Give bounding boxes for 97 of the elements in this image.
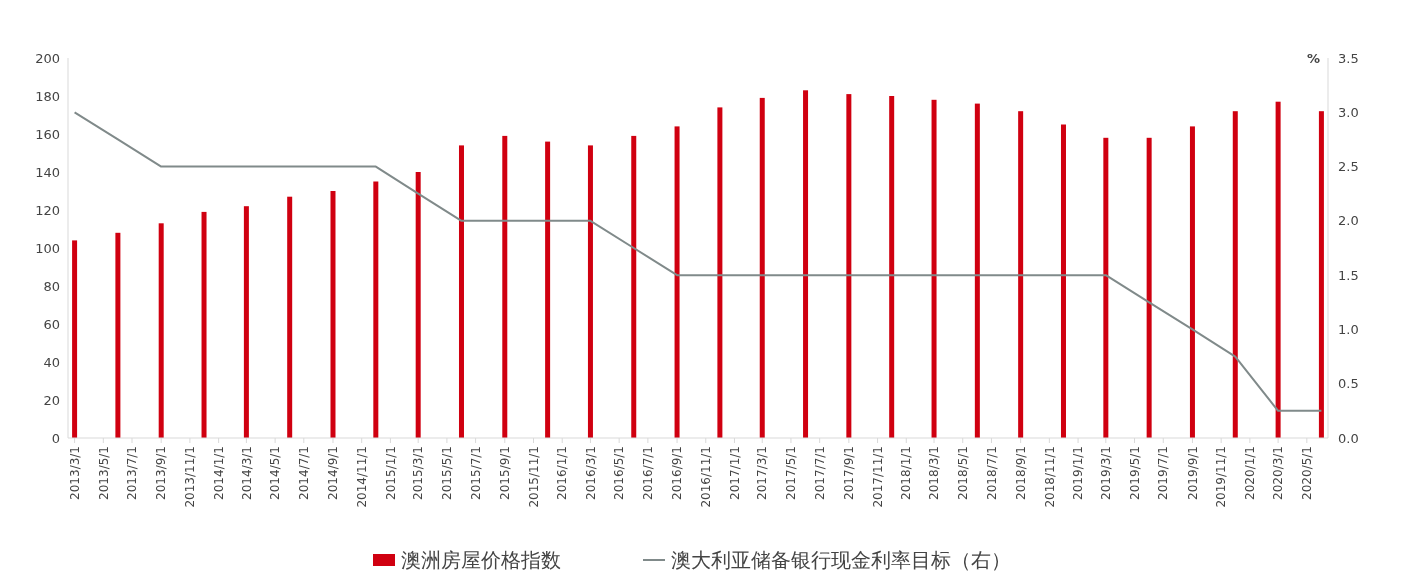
bar <box>287 196 293 438</box>
x-tick-label: 2016/3/1 <box>583 446 598 500</box>
y-tick-label: 20 <box>43 392 60 408</box>
x-tick-label: 2015/9/1 <box>497 446 512 500</box>
bar <box>717 107 723 438</box>
bar <box>373 181 379 438</box>
x-tick-label: 2018/3/1 <box>927 446 942 500</box>
bar <box>1103 137 1109 438</box>
x-tick-label: 2018/1/1 <box>899 446 914 500</box>
x-tick-label: 2014/3/1 <box>239 446 254 500</box>
y2-tick-label: 0.0 <box>1338 430 1359 446</box>
y-tick-label: 140 <box>35 164 60 180</box>
bar <box>931 99 937 438</box>
bar <box>1189 126 1195 438</box>
bar <box>330 191 336 438</box>
bar <box>545 141 551 438</box>
x-tick-label: 2015/5/1 <box>440 446 455 500</box>
y-tick-label: 160 <box>35 126 60 142</box>
x-tick-label: 2019/1/1 <box>1071 446 1086 500</box>
x-tick-label: 2019/11/1 <box>1214 446 1229 508</box>
x-tick-label: 2015/3/1 <box>411 446 426 500</box>
x-tick-label: 2013/9/1 <box>154 446 169 500</box>
x-tick-label: 2013/5/1 <box>96 446 111 500</box>
x-tick-label: 2014/1/1 <box>211 446 226 500</box>
line-series <box>73 111 1323 412</box>
bar <box>415 172 421 438</box>
bar <box>502 135 508 438</box>
x-tick-label: 2016/7/1 <box>641 446 656 500</box>
bar <box>1146 137 1152 438</box>
x-tick-label: 2013/7/1 <box>125 446 140 500</box>
x-tick-label: 2014/9/1 <box>326 446 341 500</box>
bar <box>674 126 680 438</box>
x-tick-label: 2017/1/1 <box>727 446 742 500</box>
x-tick-label: 2013/3/1 <box>67 446 82 500</box>
bar <box>974 103 980 438</box>
bar <box>631 135 637 438</box>
x-tick-label: 2013/11/1 <box>183 446 198 508</box>
x-tick-label: 2020/1/1 <box>1243 446 1258 500</box>
bar <box>1232 111 1238 438</box>
x-tick-label: 2015/11/1 <box>526 446 541 508</box>
x-tick-label: 2020/3/1 <box>1271 446 1286 500</box>
x-tick-label: 2017/7/1 <box>812 446 827 500</box>
y2-tick-label: 0.5 <box>1338 376 1359 392</box>
y-tick-label: 100 <box>35 240 60 256</box>
x-tick-label: 2017/3/1 <box>755 446 770 500</box>
y-tick-label: 60 <box>43 316 60 332</box>
bar <box>889 96 895 438</box>
x-tick-label: 2019/9/1 <box>1185 446 1200 500</box>
bar <box>1275 101 1281 438</box>
x-tick-label: 2019/3/1 <box>1099 446 1114 500</box>
x-tick-label: 2014/11/1 <box>354 446 369 508</box>
x-tick-label: 2014/5/1 <box>268 446 283 500</box>
x-tick-label: 2017/9/1 <box>842 446 857 500</box>
y2-tick-label: 3.5 <box>1338 50 1359 66</box>
x-tick-label: 2015/1/1 <box>383 446 398 500</box>
y2-tick-label: 2.0 <box>1338 213 1359 229</box>
x-tick-label: 2016/5/1 <box>612 446 627 500</box>
bar <box>1060 124 1066 438</box>
legend-label: 澳大利亚储备银行现金利率目标（右） <box>671 548 1011 572</box>
y2-tick-label: 2.5 <box>1338 159 1359 175</box>
x-tick-label: 2017/11/1 <box>870 446 885 508</box>
x-tick-label: 2015/7/1 <box>468 446 483 500</box>
y-tick-label: 80 <box>43 278 60 294</box>
x-tick-label: 2016/1/1 <box>555 446 570 500</box>
bar <box>72 240 78 438</box>
y2-tick-label: 3.0 <box>1338 104 1359 120</box>
bar <box>587 145 593 438</box>
x-tick-label: 2019/7/1 <box>1156 446 1171 500</box>
x-tick-label: 2018/5/1 <box>955 446 970 500</box>
y-tick-label: 200 <box>35 50 60 66</box>
y-tick-label: 0 <box>51 430 60 446</box>
bar <box>1318 111 1324 438</box>
y2-tick-label: 1.5 <box>1338 267 1359 283</box>
bar <box>201 211 207 438</box>
bar <box>158 223 164 438</box>
legend-label: 澳洲房屋价格指数 <box>401 548 561 572</box>
x-tick-label: 2017/5/1 <box>784 446 799 500</box>
bar <box>115 232 121 438</box>
bar <box>803 90 809 438</box>
x-tick-label: 2016/11/1 <box>698 446 713 508</box>
y2-tick-label: 1.0 <box>1338 321 1359 337</box>
y-tick-label: 40 <box>43 354 60 370</box>
x-tick-label: 2018/9/1 <box>1013 446 1028 500</box>
y-tick-label: 120 <box>35 202 60 218</box>
x-tick-label: 2016/9/1 <box>670 446 685 500</box>
bar <box>243 206 249 438</box>
x-tick-label: 2014/7/1 <box>297 446 312 500</box>
bar <box>458 145 464 438</box>
y2-axis-title: % <box>1306 50 1320 66</box>
y-tick-label: 180 <box>35 88 60 104</box>
x-tick-label: 2018/7/1 <box>984 446 999 500</box>
x-tick-label: 2018/11/1 <box>1042 446 1057 508</box>
x-tick-label: 2019/5/1 <box>1127 446 1142 500</box>
bar <box>1018 111 1024 438</box>
bar <box>846 94 852 438</box>
bar <box>759 97 765 438</box>
x-tick-label: 2020/5/1 <box>1300 446 1315 500</box>
